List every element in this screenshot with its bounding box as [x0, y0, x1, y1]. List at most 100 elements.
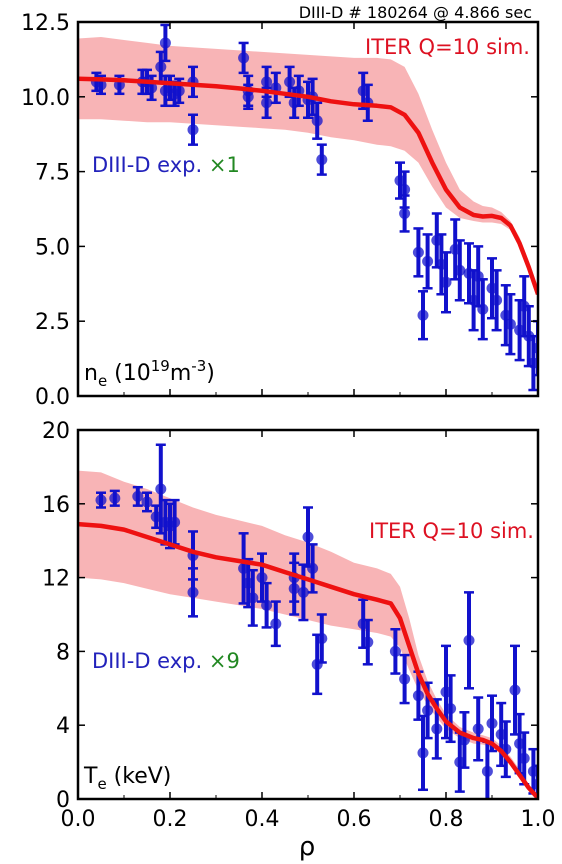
- exp-point: [468, 269, 480, 332]
- x-tick-label: 0.8: [429, 807, 464, 832]
- quantity-subscript: e: [98, 372, 107, 390]
- exp-marker: [509, 684, 521, 696]
- exp-label-name: DIII-D exp.: [92, 153, 209, 177]
- exp-point: [132, 485, 144, 507]
- exp-marker: [440, 276, 452, 288]
- quantity-unit-exponent: -3: [191, 357, 206, 375]
- y-tick-label: 12.5: [21, 11, 70, 36]
- exp-marker: [261, 599, 273, 611]
- sim-line: [78, 76, 538, 296]
- exp-point: [187, 567, 199, 618]
- exp-point: [454, 239, 466, 302]
- y-tick-label: 8: [56, 640, 70, 665]
- x-tick-label: 1.0: [521, 807, 556, 832]
- sim-label: ITER Q=10 sim.: [369, 519, 534, 543]
- exp-point: [187, 113, 199, 146]
- x-tick-label: 0.4: [245, 807, 280, 832]
- exp-marker: [297, 586, 309, 598]
- exp-point: [159, 23, 171, 63]
- exp-marker: [504, 318, 516, 330]
- exp-marker: [261, 76, 273, 88]
- y-tick-label: 10.0: [21, 86, 70, 111]
- exp-marker: [187, 586, 199, 598]
- exp-marker: [284, 76, 296, 88]
- exp-point: [472, 696, 484, 762]
- exp-marker: [132, 490, 144, 502]
- exp-label: DIII-D exp. ×9: [92, 649, 240, 673]
- exp-point: [445, 674, 457, 744]
- exp-point: [417, 290, 429, 341]
- exp-marker: [187, 124, 199, 136]
- quantity-unit: (keV): [107, 764, 172, 789]
- y-tick-label: 4: [56, 714, 70, 739]
- exp-marker: [422, 704, 434, 716]
- exp-point: [238, 41, 250, 75]
- y-tick-label: 2.5: [35, 310, 70, 335]
- x-axis-label: ρ: [299, 832, 316, 862]
- exp-marker: [146, 82, 158, 94]
- exp-marker: [155, 61, 167, 73]
- exp-marker: [316, 154, 328, 166]
- exp-point: [477, 278, 489, 341]
- exp-marker: [486, 717, 498, 729]
- exp-point: [463, 591, 475, 690]
- exp-marker: [247, 592, 259, 604]
- exp-marker: [95, 494, 107, 506]
- y-tick-label: 20: [42, 419, 70, 444]
- exp-point: [316, 143, 328, 176]
- quantity-label: Te (keV): [83, 764, 171, 793]
- exp-marker: [417, 747, 429, 759]
- exp-marker: [431, 723, 443, 735]
- exp-marker: [527, 357, 538, 369]
- exp-marker: [412, 246, 424, 258]
- exp-label-factor: ×9: [209, 649, 240, 673]
- exp-marker: [518, 752, 530, 764]
- exp-marker: [95, 79, 107, 91]
- exp-point: [261, 581, 273, 629]
- exp-marker: [422, 255, 434, 267]
- quantity-symbol: T: [83, 764, 98, 789]
- exp-marker: [527, 765, 538, 777]
- x-tick-label: 0.2: [153, 807, 188, 832]
- exp-marker: [454, 264, 466, 276]
- quantity-symbol: n: [84, 361, 98, 386]
- exp-point: [270, 600, 282, 648]
- sim-line: [78, 521, 538, 799]
- exp-marker: [399, 673, 411, 685]
- exp-marker: [532, 342, 538, 354]
- exp-point: [109, 489, 121, 507]
- exp-marker: [159, 37, 171, 49]
- quantity-unit-m: m: [170, 361, 191, 386]
- exp-point: [297, 563, 309, 622]
- exp-marker: [472, 723, 484, 735]
- exp-marker: [302, 531, 314, 543]
- exp-point: [95, 491, 107, 509]
- y-tick-label: 0: [56, 788, 70, 813]
- exp-marker: [307, 562, 319, 574]
- exp-marker: [463, 634, 475, 646]
- exp-marker: [173, 85, 185, 97]
- exp-point: [316, 613, 328, 664]
- exp-point: [247, 568, 259, 627]
- exp-point: [532, 764, 538, 799]
- exp-marker: [261, 97, 273, 109]
- temperature-panel: 0.0 0.2 0.4 0.6 0.8 1.0 0 4 8 12 16 20 ITER Q=10 sim…: [42, 419, 556, 832]
- exp-marker: [399, 184, 411, 196]
- figure-title: DIII-D # 180264 @ 4.866 sec: [299, 3, 532, 22]
- exp-point: [509, 644, 521, 736]
- sim-label: ITER Q=10 sim.: [365, 35, 530, 59]
- exp-label-factor: ×1: [209, 153, 240, 177]
- exp-marker: [242, 91, 254, 103]
- exp-label: DIII-D exp. ×1: [92, 153, 240, 177]
- exp-marker: [412, 690, 424, 702]
- exp-point: [389, 628, 401, 675]
- exp-marker: [389, 645, 401, 657]
- quantity-unit: (10: [107, 361, 151, 386]
- exp-point: [311, 101, 323, 140]
- x-tick-label: 0.0: [61, 807, 96, 832]
- exp-point: [412, 670, 424, 721]
- exp-marker: [362, 636, 374, 648]
- exp-point: [284, 65, 296, 99]
- exp-marker: [270, 618, 282, 630]
- exp-point: [362, 618, 374, 666]
